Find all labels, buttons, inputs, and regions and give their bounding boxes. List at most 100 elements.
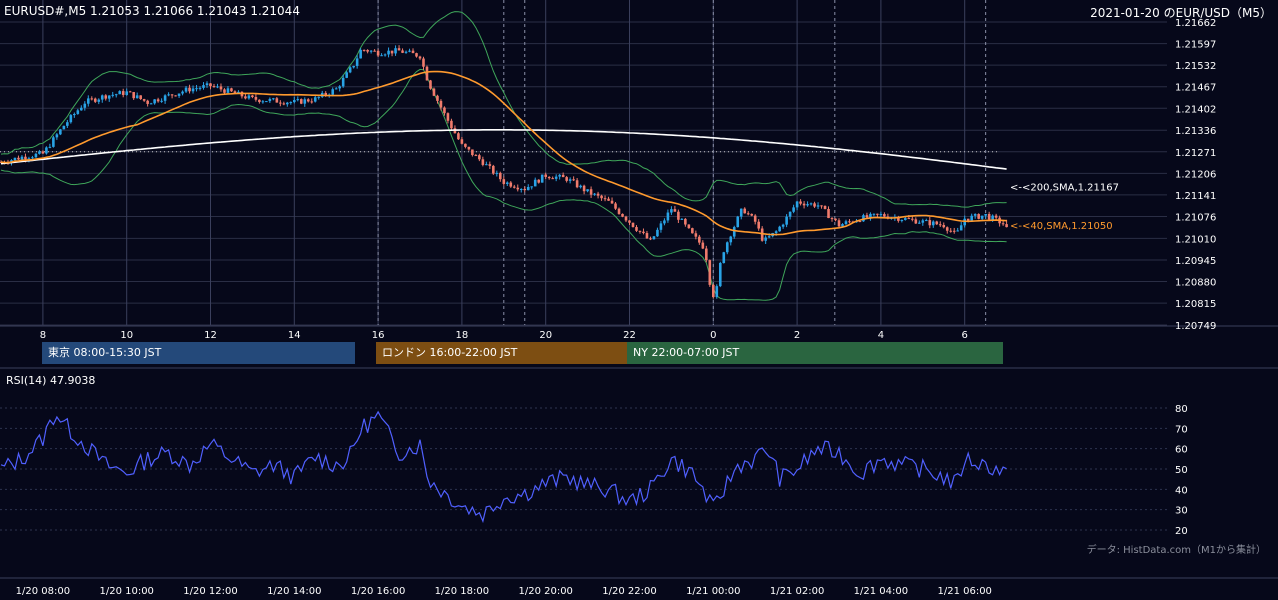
candle-up [268,98,272,102]
candle-up [404,51,408,53]
candle-down [743,208,747,214]
candle-up [205,83,209,86]
candle-up [135,95,139,99]
candle-up [725,242,729,253]
candle-down [460,139,464,144]
candle-up [526,187,530,191]
candle-up [670,209,673,213]
candle-down [642,231,645,234]
candle-up [973,214,977,216]
rsi-line [0,410,1007,524]
candle-down [617,208,621,214]
candle-down [471,149,474,156]
candle-down [17,157,20,160]
candle-up [792,207,795,212]
candle-up [872,213,876,215]
candle-up [579,185,582,188]
candle-up [568,179,572,181]
candle-down [523,188,527,191]
rsi-axis-tick-label: 60 [1175,445,1188,456]
candle-up [317,96,321,98]
candle-up [918,222,921,224]
candle-up [163,95,167,101]
rsi-axis-tick-label: 70 [1175,424,1188,435]
candle-down [93,98,97,102]
rsi-axis-tick-label: 40 [1175,485,1188,496]
candle-up [680,218,684,220]
candle-down [802,203,806,206]
candle-up [530,186,534,188]
candle-down [799,201,802,204]
candle-up [844,221,848,225]
candle-down [834,218,837,221]
hour-axis-tick-label: 22 [623,330,636,341]
sma-40-label: <-<40,SMA,1.21050 [1010,221,1113,232]
candle-up [806,204,809,206]
candle-down [432,88,436,96]
candle-down [436,95,439,101]
candle-up [80,107,83,111]
candle-up [34,153,38,158]
date-axis-tick-label: 1/21 06:00 [937,586,991,597]
candle-down [132,92,135,99]
candle-down [418,56,422,59]
candle-down [376,50,380,56]
candle-down [188,87,191,92]
candle-up [286,102,289,105]
candle-up [107,95,111,99]
candle-down [547,176,551,179]
candle-up [59,129,62,135]
candle-up [45,147,48,154]
candle-down [589,189,593,195]
candle-down [488,164,492,166]
price-axis-tick-label: 1.21336 [1175,126,1216,137]
candle-up [167,94,170,96]
candle-up [149,103,153,105]
candle-down [837,220,841,227]
candle-down [373,50,376,52]
candle-down [258,99,261,103]
symbol-ohlc-header: EURUSD#,M5 1.21053 1.21066 1.21043 1.210… [4,4,300,18]
candle-up [153,99,156,104]
candle-down [701,242,705,249]
candle-down [631,222,635,228]
candle-down [610,200,614,204]
session-bar-ny: NY 22:00-07:00 JST [627,342,1003,364]
candle-up [739,208,743,217]
candle-up [666,212,670,221]
candle-up [387,50,390,55]
sma-200-line [0,129,1007,170]
candle-up [984,213,987,216]
candle-up [216,86,219,88]
candle-down [492,165,495,174]
candle-up [394,48,397,54]
price-axis-tick-label: 1.21402 [1175,104,1216,115]
date-axis-tick-label: 1/21 02:00 [770,586,824,597]
candle-down [865,215,869,218]
candle-up [293,100,296,103]
candle-up [980,215,984,219]
candle-down [914,219,918,224]
session-bar-tokyo: 東京 08:00-15:30 JST [42,342,355,364]
candle-down [474,155,478,157]
candle-down [897,217,900,221]
candle-up [272,98,275,100]
candle-down [128,91,132,93]
candle-down [502,179,506,184]
candle-down [324,92,328,95]
candle-down [174,95,177,97]
candle-up [586,189,589,192]
candle-down [987,213,991,220]
candle-up [334,88,338,90]
candle-up [125,91,128,95]
data-source-credit: データ: HistData.com（M1から集計） [1086,545,1266,556]
candle-down [687,224,691,229]
candle-down [422,58,425,67]
rsi-indicator-label: RSI(14) 47.9038 [6,374,96,387]
candle-down [446,113,450,121]
candle-down [945,227,949,231]
candle-down [757,221,760,229]
candle-down [746,213,750,215]
candle-up [181,91,184,94]
